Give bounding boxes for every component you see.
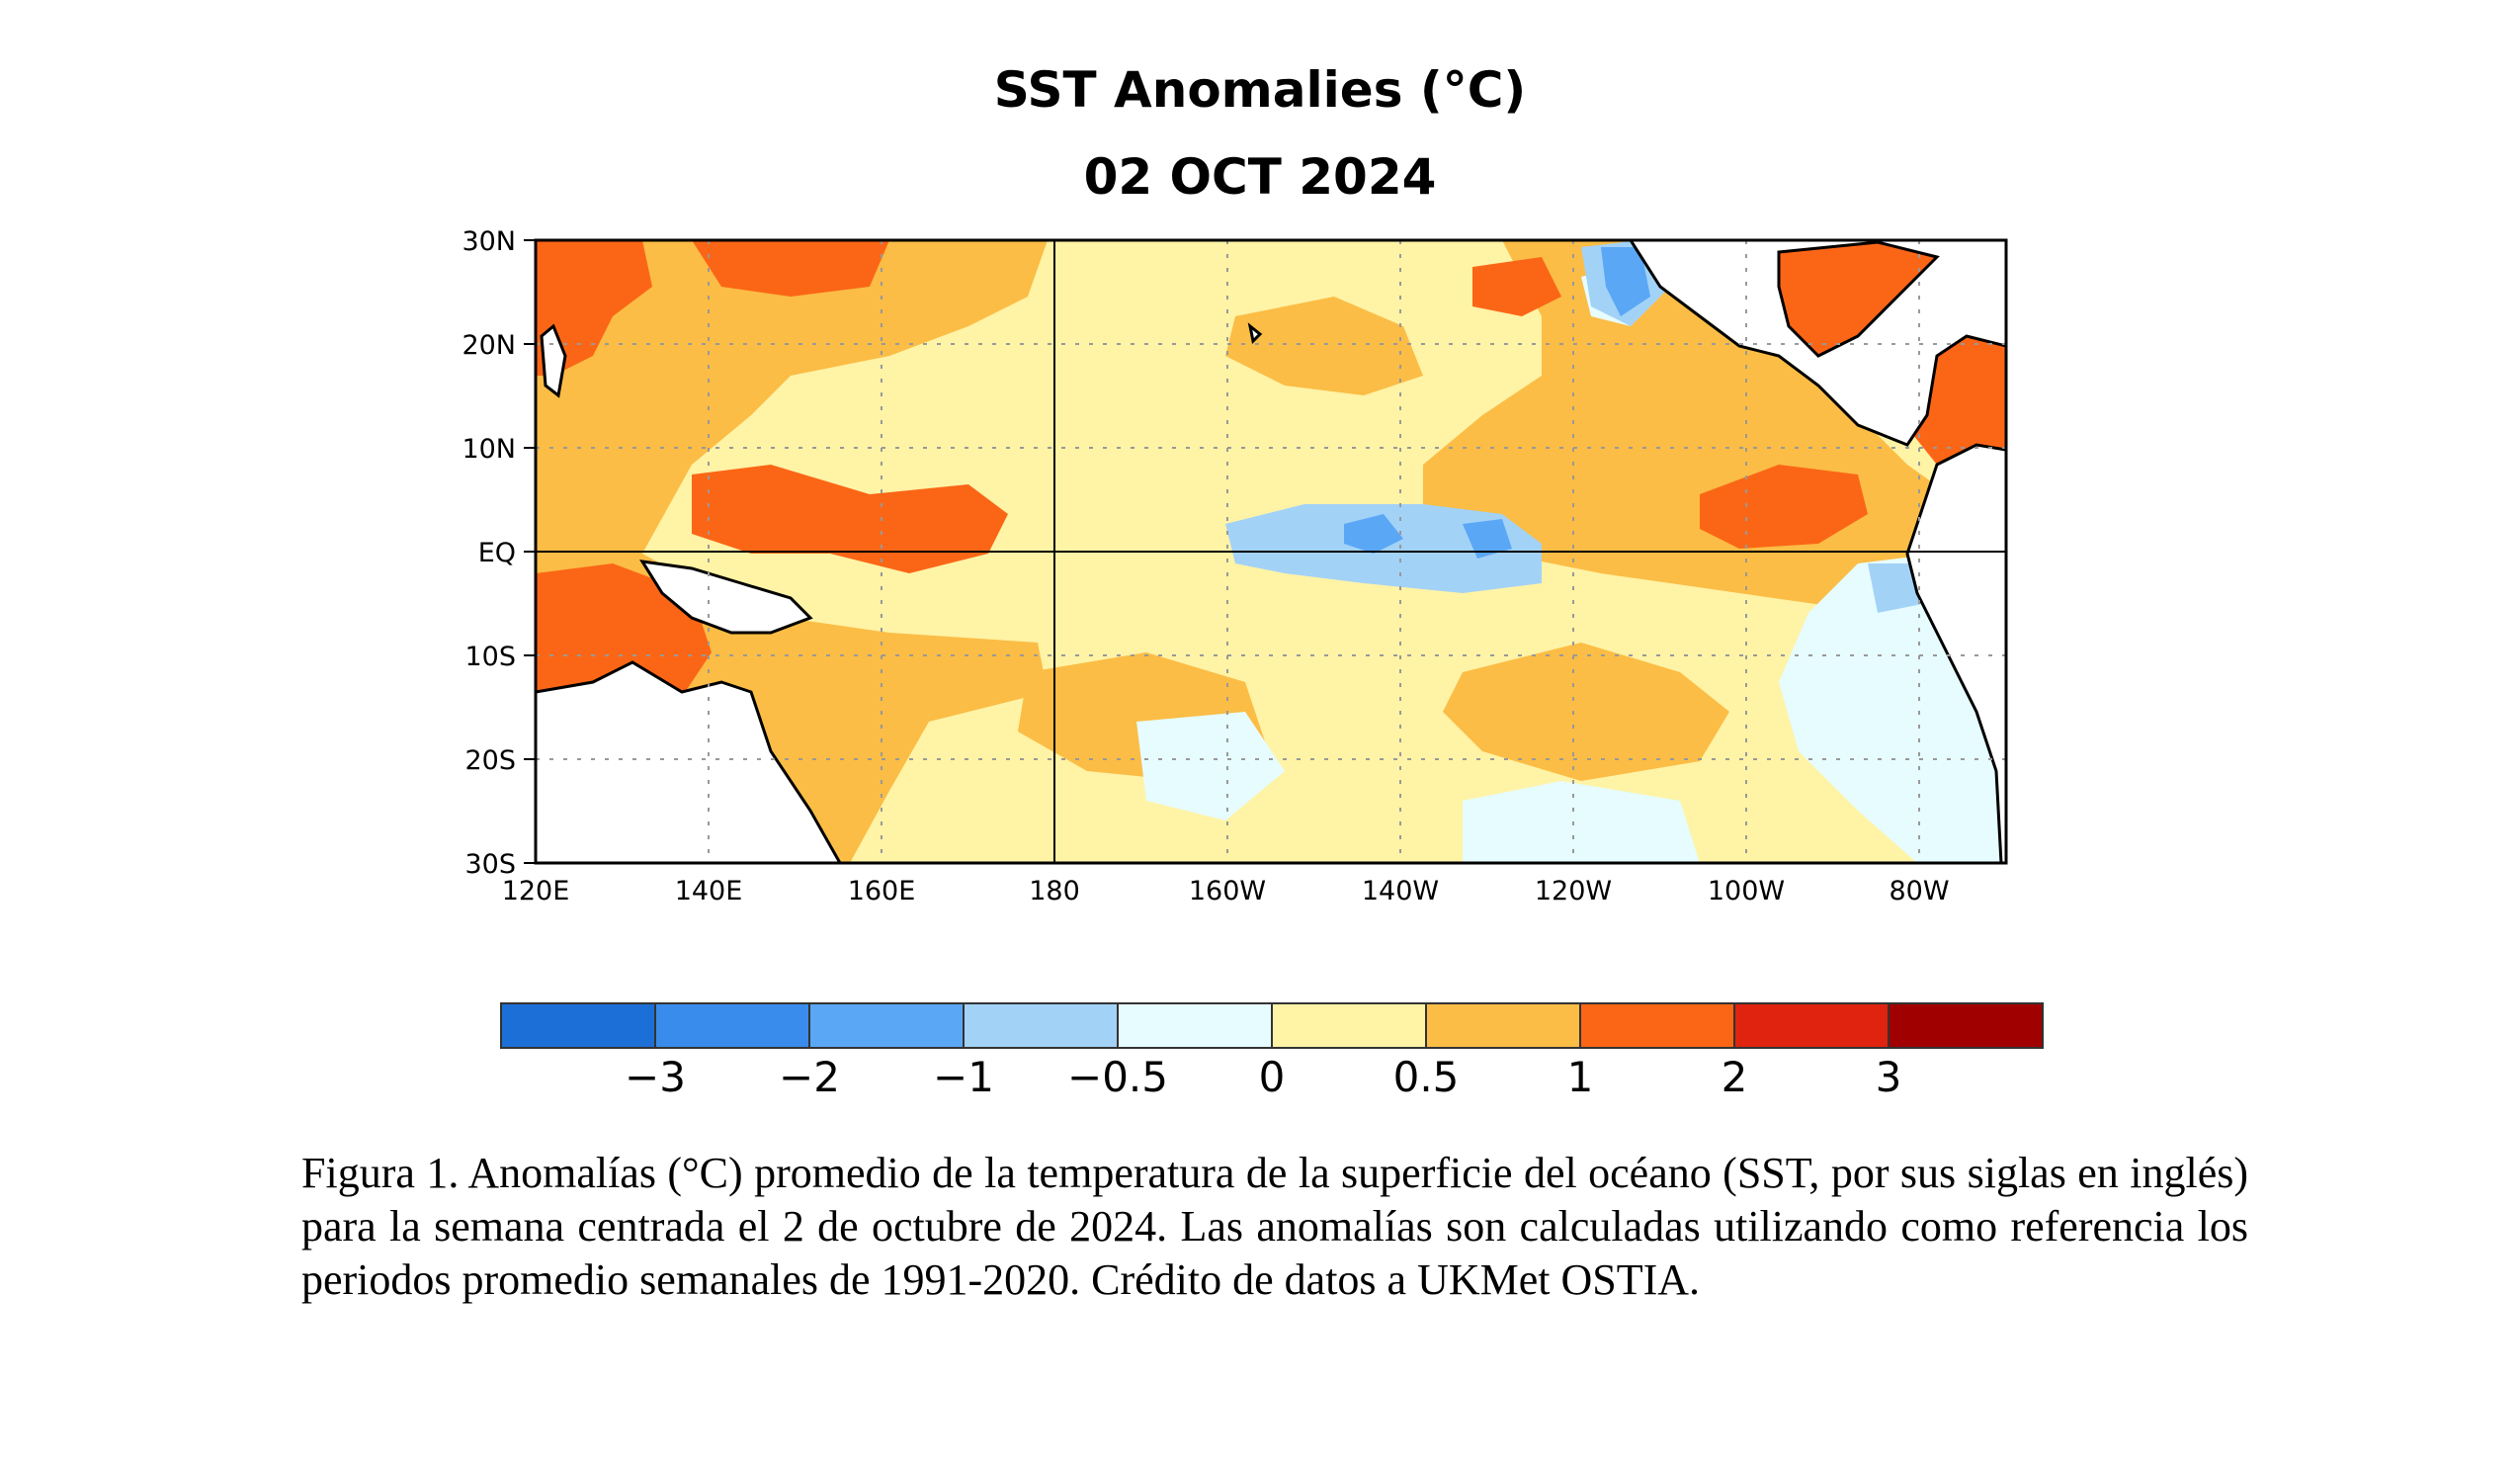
graticule bbox=[536, 240, 2006, 863]
anomaly-region-colder bbox=[1601, 247, 1650, 316]
colorbar-swatch bbox=[1579, 1002, 1735, 1049]
lon-tick-label: 160E bbox=[848, 876, 916, 906]
colorbar-label: 0 bbox=[1259, 1053, 1286, 1101]
land-australia bbox=[536, 660, 842, 863]
land-philippines bbox=[540, 323, 567, 398]
colorbar-label: −3 bbox=[625, 1053, 686, 1101]
anomaly-region-warm bbox=[1225, 297, 1423, 395]
anomaly-region-warm bbox=[1443, 643, 1729, 781]
lat-tick-label: 20S bbox=[465, 745, 517, 776]
anomaly-region-cool bbox=[1136, 712, 1285, 820]
lon-tick-label: 160W bbox=[1189, 876, 1266, 906]
land-south-america bbox=[1905, 443, 2006, 863]
anomaly-region-hot bbox=[536, 240, 652, 376]
anomaly-region-hot bbox=[1700, 465, 1868, 549]
colorbar-label: 3 bbox=[1876, 1053, 1902, 1101]
anomaly-region-hot bbox=[692, 465, 1008, 573]
colorbar-swatch bbox=[1117, 1002, 1273, 1049]
anomaly-region-hot bbox=[692, 240, 889, 297]
colorbar-swatch bbox=[654, 1002, 810, 1049]
lon-tick-label: 140W bbox=[1362, 876, 1439, 906]
lat-tick-label: 30S bbox=[465, 849, 517, 880]
colorbar bbox=[500, 1002, 2044, 1049]
land-masses bbox=[536, 240, 2006, 863]
colorbar-label: 2 bbox=[1722, 1053, 1748, 1101]
lon-axis: 120E 140E 160E 180 160W 140W 120W 100W 8… bbox=[502, 876, 1950, 906]
colorbar-swatch bbox=[1425, 1002, 1581, 1049]
land-hawaii bbox=[1247, 322, 1263, 345]
sst-anomaly-map: 30N 20N 10N EQ 10S 20S 30S 120E 140E 160… bbox=[462, 226, 2044, 1101]
colorbar-swatch bbox=[1271, 1002, 1427, 1049]
lat-tick-label: EQ bbox=[478, 538, 516, 568]
lat-tick-label: 10N bbox=[462, 434, 516, 465]
lon-tick-label: 80W bbox=[1889, 876, 1949, 906]
colorbar-label: −2 bbox=[779, 1053, 840, 1101]
colorbar-swatch bbox=[500, 1002, 656, 1049]
anomaly-region-hot bbox=[1472, 257, 1561, 316]
lon-tick-label: 120E bbox=[502, 876, 570, 906]
colorbar-label: 1 bbox=[1567, 1053, 1594, 1101]
land-new-guinea bbox=[639, 560, 813, 635]
lat-tick-label: 20N bbox=[462, 330, 516, 361]
land-gulf-region bbox=[1777, 240, 1940, 358]
colorbar-label: −0.5 bbox=[1067, 1053, 1168, 1101]
figure-caption: Figura 1. Anomalías (°C) promedio de la … bbox=[301, 1149, 2248, 1304]
colorbar-label: 0.5 bbox=[1393, 1053, 1460, 1101]
lon-tick-label: 140E bbox=[675, 876, 743, 906]
anomaly-region-colder bbox=[1463, 519, 1512, 559]
map-date: 02 OCT 2024 bbox=[1083, 148, 1437, 206]
colorbar-swatch bbox=[808, 1002, 965, 1049]
lon-tick-label: 180 bbox=[1029, 876, 1080, 906]
colorbar-swatch bbox=[1888, 1002, 2044, 1049]
colorbar-swatch bbox=[963, 1002, 1119, 1049]
lon-tick-label: 120W bbox=[1535, 876, 1612, 906]
colorbar-swatch bbox=[1733, 1002, 1890, 1049]
lon-tick-label: 100W bbox=[1708, 876, 1785, 906]
anomaly-region-warm bbox=[1423, 240, 2006, 633]
lat-axis: 30N 20N 10N EQ 10S 20S 30S bbox=[462, 226, 536, 880]
colorbar-label: −1 bbox=[933, 1053, 994, 1101]
colorbar-labels: −3 −2 −1 −0.5 0 0.5 1 2 3 bbox=[625, 1053, 1901, 1101]
lat-tick-label: 30N bbox=[462, 226, 516, 257]
lat-tick-label: 10S bbox=[465, 642, 517, 672]
map-title: SST Anomalies (°C) bbox=[993, 61, 1527, 119]
anomaly-region-cool bbox=[1463, 781, 1700, 863]
anomaly-region-colder bbox=[1344, 514, 1403, 554]
